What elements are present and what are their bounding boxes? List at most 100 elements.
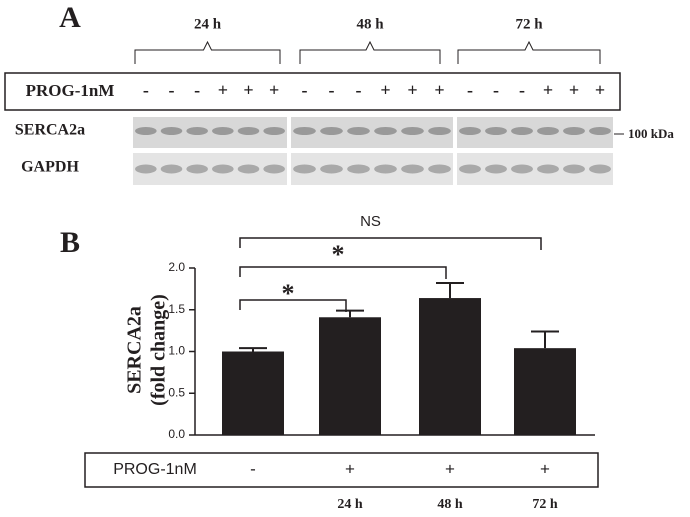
y-tick-label: 1.0 bbox=[168, 344, 185, 358]
significance-label: NS bbox=[360, 213, 381, 230]
blot-band bbox=[212, 127, 234, 135]
treatment-sign: + bbox=[543, 80, 553, 100]
blot-band bbox=[293, 164, 316, 174]
treatment-sign: + bbox=[243, 80, 253, 100]
blot-strip bbox=[133, 117, 287, 148]
treatment-sign: + bbox=[345, 459, 355, 478]
treatment-box bbox=[4, 72, 621, 111]
group-bracket bbox=[299, 40, 441, 64]
blot-band bbox=[135, 127, 157, 135]
treatment-sign: - bbox=[493, 80, 499, 100]
blot-band bbox=[374, 164, 397, 174]
treatment-sign: + bbox=[380, 80, 390, 100]
blot-strip bbox=[457, 153, 613, 185]
blot-band bbox=[401, 127, 424, 135]
row-label: GAPDH bbox=[21, 159, 79, 176]
blot-band bbox=[160, 164, 183, 174]
blot-band bbox=[563, 164, 585, 174]
blot-band bbox=[263, 127, 285, 135]
panel-label: A bbox=[59, 1, 81, 34]
blot-band bbox=[537, 164, 559, 174]
blot-band bbox=[347, 164, 370, 174]
blot-band bbox=[511, 127, 533, 135]
significance-bracket bbox=[239, 237, 542, 250]
treatment-sign: + bbox=[434, 80, 444, 100]
treatment-sign: + bbox=[595, 80, 605, 100]
blot-band bbox=[263, 164, 285, 174]
treatment-box bbox=[84, 452, 599, 488]
bar bbox=[514, 348, 576, 435]
treatment-sign: - bbox=[194, 80, 200, 100]
bar bbox=[419, 298, 481, 435]
treatment-sign: + bbox=[269, 80, 279, 100]
significance-bracket bbox=[239, 299, 347, 312]
treatment-sign: + bbox=[218, 80, 228, 100]
blot-band bbox=[589, 127, 611, 135]
treatment-sign: + bbox=[407, 80, 417, 100]
blot-band bbox=[186, 127, 208, 135]
panel-label: B bbox=[60, 226, 80, 259]
blot-band bbox=[459, 127, 481, 135]
significance-label: * bbox=[282, 279, 295, 308]
blot-band bbox=[347, 127, 370, 135]
significance-label: * bbox=[332, 240, 345, 269]
bar bbox=[319, 317, 381, 435]
treatment-sign: - bbox=[356, 80, 362, 100]
group-label: 72 h bbox=[515, 16, 543, 32]
treatment-sign: + bbox=[569, 80, 579, 100]
treatment-sign: - bbox=[302, 80, 308, 100]
x-tick-label: 72 h bbox=[532, 497, 558, 512]
blot-band bbox=[293, 127, 316, 135]
blot-band bbox=[485, 164, 507, 174]
bar bbox=[222, 351, 284, 435]
treatment-sign: + bbox=[445, 459, 455, 478]
significance-bracket bbox=[239, 266, 447, 279]
blot-strip bbox=[457, 117, 613, 148]
treatment-label: PROG-1nM bbox=[26, 81, 115, 100]
y-tick-label: 2.0 bbox=[168, 260, 185, 274]
y-axis-label: (fold change) bbox=[148, 294, 170, 406]
blot-strip bbox=[133, 153, 287, 185]
treatment-sign: - bbox=[250, 459, 256, 478]
treatment-sign: - bbox=[169, 80, 175, 100]
blot-band bbox=[428, 164, 451, 174]
treatment-sign: + bbox=[540, 459, 550, 478]
blot-strip bbox=[291, 153, 453, 185]
x-tick-label: 24 h bbox=[337, 497, 363, 512]
blot-band bbox=[401, 164, 424, 174]
group-bracket bbox=[134, 40, 281, 64]
y-tick-label: 1.5 bbox=[168, 302, 185, 316]
blot-band bbox=[320, 164, 343, 174]
group-label: 24 h bbox=[194, 16, 222, 32]
blot-band bbox=[135, 164, 157, 174]
blot-band bbox=[320, 127, 343, 135]
blot-band bbox=[563, 127, 585, 135]
blot-band bbox=[237, 127, 260, 135]
row-label: SERCA2a bbox=[15, 122, 85, 139]
treatment-sign: - bbox=[143, 80, 149, 100]
blot-strip bbox=[291, 117, 453, 148]
blot-band bbox=[237, 164, 260, 174]
marker-label: 100 kDa bbox=[628, 126, 674, 141]
group-bracket bbox=[457, 40, 601, 64]
blot-band bbox=[428, 127, 451, 135]
blot-band bbox=[589, 164, 611, 174]
blot-band bbox=[511, 164, 533, 174]
treatment-sign: - bbox=[467, 80, 473, 100]
blot-band bbox=[374, 127, 397, 135]
y-tick-label: 0.5 bbox=[168, 385, 185, 399]
blot-band bbox=[537, 127, 559, 135]
blot-band bbox=[459, 164, 481, 174]
blot-band bbox=[485, 127, 507, 135]
treatment-sign: - bbox=[329, 80, 335, 100]
treatment-sign: - bbox=[519, 80, 525, 100]
blot-band bbox=[160, 127, 183, 135]
blot-band bbox=[186, 164, 208, 174]
x-tick-label: 48 h bbox=[437, 497, 463, 512]
treatment-label: PROG-1nM bbox=[113, 461, 197, 478]
blot-band bbox=[212, 164, 234, 174]
y-axis-label: SERCA2a bbox=[124, 306, 146, 394]
y-tick-label: 0.0 bbox=[168, 427, 185, 441]
group-label: 48 h bbox=[356, 16, 384, 32]
